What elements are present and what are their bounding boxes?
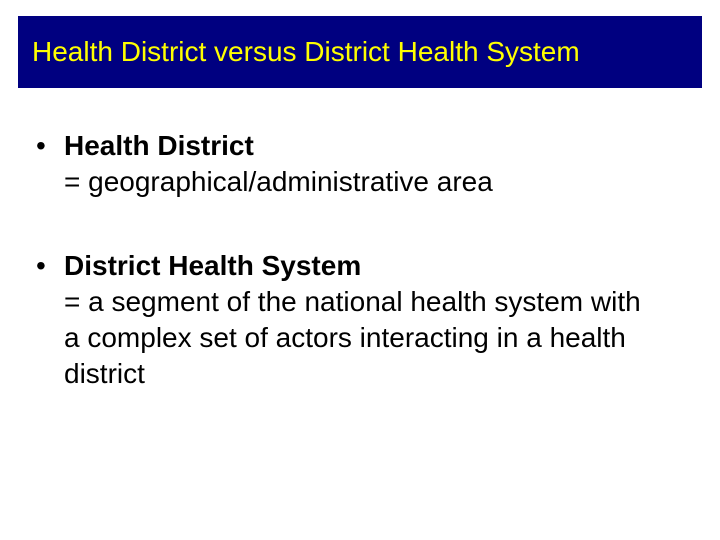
- title-bar: Health District versus District Health S…: [18, 16, 702, 88]
- bullet-item: • District Health System = a segment of …: [36, 248, 684, 392]
- slide-body: • Health District = geographical/adminis…: [36, 128, 684, 440]
- bullet-definition: = a segment of the national health syste…: [64, 284, 664, 392]
- slide: Health District versus District Health S…: [0, 0, 720, 540]
- slide-title: Health District versus District Health S…: [32, 37, 580, 68]
- bullet-marker-icon: •: [36, 248, 64, 284]
- bullet-item: • Health District = geographical/adminis…: [36, 128, 684, 200]
- bullet-definition: = geographical/administrative area: [64, 164, 664, 200]
- bullet-header-row: • District Health System: [36, 248, 684, 284]
- bullet-marker-icon: •: [36, 128, 64, 164]
- bullet-term: Health District: [64, 128, 254, 164]
- bullet-header-row: • Health District: [36, 128, 684, 164]
- bullet-term: District Health System: [64, 248, 361, 284]
